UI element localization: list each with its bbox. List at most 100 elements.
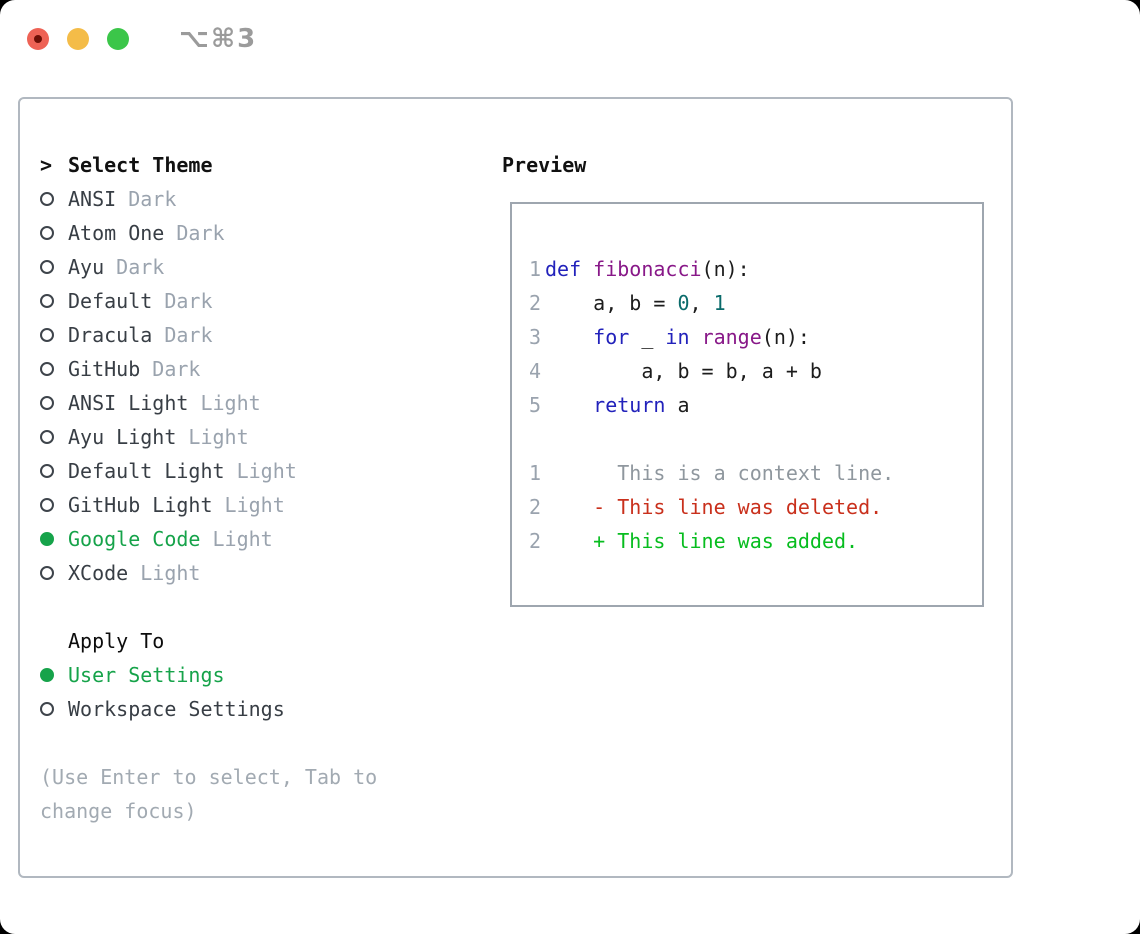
theme-option[interactable]: ANSI Dark	[40, 182, 502, 216]
zoom-button[interactable]	[107, 28, 129, 50]
token-keyword: def	[545, 257, 582, 281]
radio-unselected-icon	[40, 362, 54, 376]
code-text: def fibonacci(n):	[545, 252, 750, 286]
theme-name: Ayu Light	[68, 425, 177, 449]
theme-variant: Dark	[152, 323, 213, 347]
token-plain: (n):	[701, 257, 750, 281]
radio-unselected-icon	[40, 464, 54, 478]
code-text: a, b = 0, 1	[545, 286, 726, 320]
close-button[interactable]	[27, 28, 49, 50]
token-name: range	[701, 325, 762, 349]
theme-variant: Light	[188, 391, 261, 415]
radio-cell	[40, 362, 68, 376]
close-indicator-dot	[34, 35, 42, 43]
line-number: 3	[528, 325, 541, 349]
radio-unselected-icon	[40, 192, 54, 206]
token-plain	[581, 257, 593, 281]
theme-option[interactable]: Default Dark	[40, 284, 502, 318]
theme-option[interactable]: GitHub Light Light	[40, 488, 502, 522]
diff-text: + This line was added.	[545, 529, 859, 553]
window-shortcut-label: ⌥⌘3	[179, 24, 258, 54]
code-text: for _ in range(n):	[545, 320, 810, 354]
theme-option[interactable]: Default Light Light	[40, 454, 502, 488]
token-plain: a, b = b, a + b	[545, 359, 822, 383]
radio-cell	[40, 668, 68, 682]
apply-to-option[interactable]: Workspace Settings	[40, 692, 502, 726]
radio-unselected-icon	[40, 702, 54, 716]
radio-cell	[40, 328, 68, 342]
token-plain	[690, 325, 702, 349]
token-plain: a, b =	[545, 291, 678, 315]
theme-variant: Light	[128, 561, 201, 585]
apply-to-title-row: Apply To	[40, 624, 502, 658]
diff-line-deleted: 2 - This line was deleted.	[528, 490, 982, 524]
theme-name: Default	[68, 289, 153, 313]
theme-list: ANSI Dark Atom One Dark Ayu Dark Default Da…	[40, 182, 502, 590]
token-number: 0	[677, 291, 690, 315]
radio-cell	[40, 226, 68, 240]
code-line: 2 a, b = 0, 1	[528, 286, 982, 320]
token-plain: ,	[689, 291, 714, 315]
radio-cell	[40, 566, 68, 580]
title-bar: ⌥⌘3	[0, 0, 1140, 54]
theme-variant: Dark	[152, 289, 213, 313]
token-keyword: in	[665, 325, 690, 349]
main-panel: > Select Theme ANSI Dark Atom One Dark Ayu…	[18, 97, 1013, 878]
theme-name: Dracula	[68, 323, 153, 347]
token-plain: (n):	[761, 325, 810, 349]
radio-cell	[40, 498, 68, 512]
radio-unselected-icon	[40, 294, 54, 308]
token-name: fibonacci	[593, 257, 702, 281]
theme-name: Atom One	[68, 221, 165, 245]
theme-selector-column: > Select Theme ANSI Dark Atom One Dark Ayu…	[20, 99, 502, 876]
diff-preview: 1 This is a context line. 2 - This line w…	[528, 456, 982, 558]
diff-text: This is a context line.	[545, 461, 895, 485]
apply-to-label: Workspace Settings	[68, 697, 285, 721]
theme-name: XCode	[68, 561, 129, 585]
line-number: 5	[528, 393, 541, 417]
token-number: 1	[713, 291, 726, 315]
theme-option[interactable]: Dracula Dark	[40, 318, 502, 352]
apply-to-title: Apply To	[68, 629, 165, 653]
radio-unselected-icon	[40, 498, 54, 512]
code-text: return a	[545, 388, 690, 422]
theme-option[interactable]: Ayu Dark	[40, 250, 502, 284]
radio-cell	[40, 702, 68, 716]
theme-option[interactable]: ANSI Light Light	[40, 386, 502, 420]
theme-option[interactable]: XCode Light	[40, 556, 502, 590]
spacer	[528, 422, 982, 456]
theme-option[interactable]: Google Code Light	[40, 522, 502, 556]
radio-unselected-icon	[40, 430, 54, 444]
theme-option[interactable]: Atom One Dark	[40, 216, 502, 250]
theme-name: GitHub Light	[68, 493, 213, 517]
line-number: 1	[528, 257, 541, 281]
theme-name: Default Light	[68, 459, 225, 483]
keyboard-hint: (Use Enter to select, Tab to change focu…	[40, 765, 378, 823]
theme-variant: Dark	[164, 221, 225, 245]
theme-option[interactable]: Ayu Light Light	[40, 420, 502, 454]
apply-to-list: User Settings Workspace Settings	[40, 658, 502, 726]
radio-cell	[40, 396, 68, 410]
theme-name: ANSI	[68, 187, 117, 211]
theme-name: ANSI Light	[68, 391, 189, 415]
radio-unselected-icon	[40, 328, 54, 342]
radio-cell	[40, 464, 68, 478]
radio-cell	[40, 294, 68, 308]
token-keyword: return	[593, 393, 666, 417]
minimize-button[interactable]	[67, 28, 89, 50]
apply-to-label: User Settings	[68, 663, 225, 687]
line-number: 4	[528, 359, 541, 383]
apply-to-option[interactable]: User Settings	[40, 658, 502, 692]
preview-title: Preview	[502, 153, 587, 177]
spacer	[40, 590, 502, 624]
theme-name: Google Code	[68, 527, 201, 551]
diff-text: - This line was deleted.	[545, 495, 883, 519]
radio-cell	[40, 532, 68, 546]
token-plain: a	[665, 393, 690, 417]
theme-option[interactable]: GitHub Dark	[40, 352, 502, 386]
select-theme-title-row: > Select Theme	[40, 148, 502, 182]
